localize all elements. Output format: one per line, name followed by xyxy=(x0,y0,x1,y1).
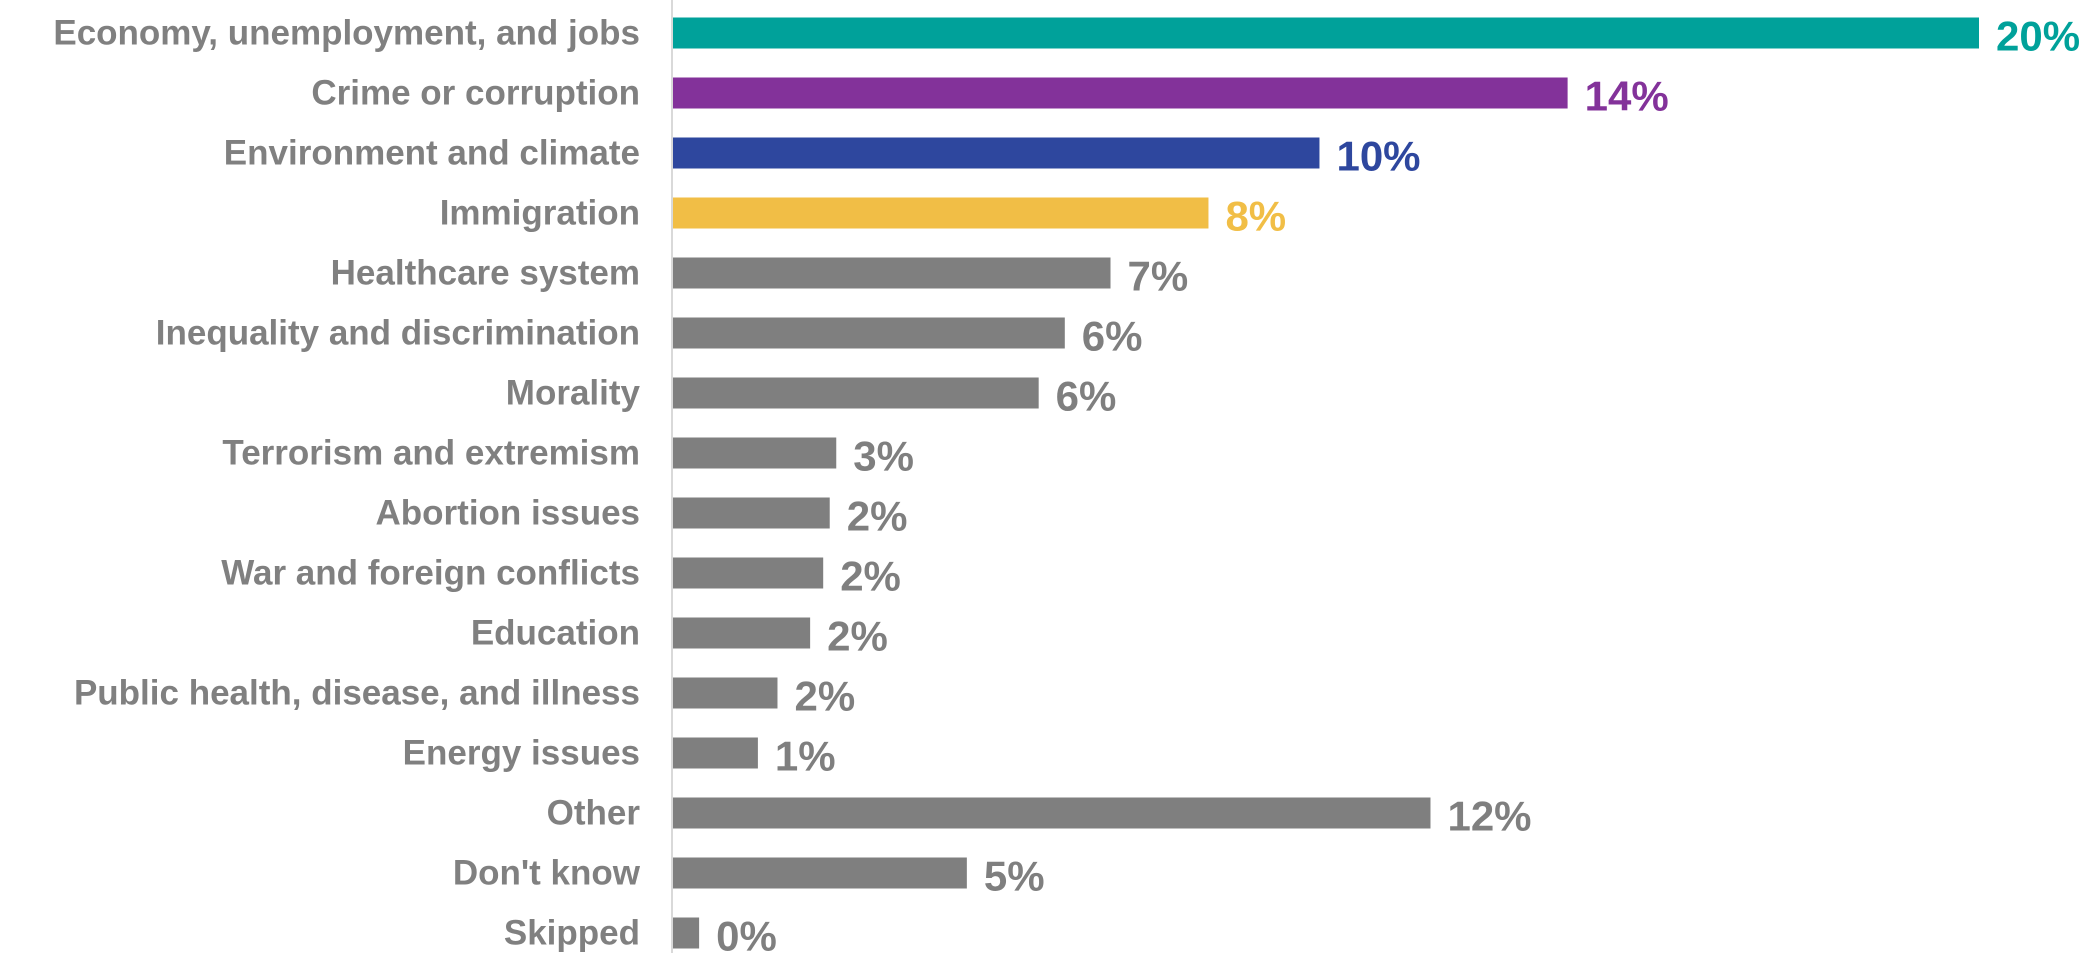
bar xyxy=(673,317,1065,349)
category-label: Other xyxy=(547,794,641,833)
value-label: 8% xyxy=(1225,193,1286,240)
value-label: 2% xyxy=(794,673,855,720)
category-label: Skipped xyxy=(504,914,640,953)
bar xyxy=(673,137,1320,169)
category-label: Morality xyxy=(506,374,641,413)
value-label: 5% xyxy=(984,853,1045,900)
bar xyxy=(673,617,811,649)
value-label: 20% xyxy=(1996,13,2080,60)
category-label: Terrorism and extremism xyxy=(222,434,640,473)
bars-group xyxy=(673,17,1979,949)
category-label: Healthcare system xyxy=(331,254,640,293)
bar xyxy=(673,557,824,589)
category-label: Crime or corruption xyxy=(311,74,640,113)
bar xyxy=(673,77,1568,109)
value-label: 6% xyxy=(1056,373,1117,420)
category-label: Education xyxy=(471,614,640,653)
category-labels-group: Economy, unemployment, and jobs Crime or … xyxy=(53,14,640,953)
category-label: Energy issues xyxy=(403,734,640,773)
value-label: 2% xyxy=(847,493,908,540)
bar xyxy=(673,917,700,949)
value-label: 7% xyxy=(1128,253,1189,300)
category-label: Don't know xyxy=(453,854,641,893)
category-label: War and foreign conflicts xyxy=(221,554,640,593)
bar xyxy=(673,737,758,769)
category-label: Abortion issues xyxy=(376,494,640,533)
bar xyxy=(673,437,837,469)
category-label: Public health, disease, and illness xyxy=(74,674,640,713)
value-label: 0% xyxy=(716,913,777,953)
value-label: 2% xyxy=(840,553,901,600)
bar xyxy=(673,377,1039,409)
bar xyxy=(673,257,1111,289)
category-label: Inequality and discrimination xyxy=(156,314,640,353)
value-label: 6% xyxy=(1082,313,1143,360)
bar xyxy=(673,497,830,529)
value-label: 12% xyxy=(1447,793,1531,840)
value-label: 3% xyxy=(853,433,914,480)
bar xyxy=(673,797,1431,829)
value-labels-group: 20% 14% 10% 8% 7% 6% 6% 3% 2% 2% 2% 2% 1% 12% 5% 0% xyxy=(716,13,2080,953)
value-label: 1% xyxy=(775,733,836,780)
bar xyxy=(673,857,967,889)
bar xyxy=(673,677,778,709)
value-label: 10% xyxy=(1336,133,1420,180)
bar xyxy=(673,17,1979,49)
category-label: Environment and climate xyxy=(224,134,640,173)
category-label: Immigration xyxy=(440,194,640,233)
category-label: Economy, unemployment, and jobs xyxy=(53,14,640,53)
bar xyxy=(673,197,1209,229)
value-label: 14% xyxy=(1585,73,1669,120)
value-label: 2% xyxy=(827,613,888,660)
